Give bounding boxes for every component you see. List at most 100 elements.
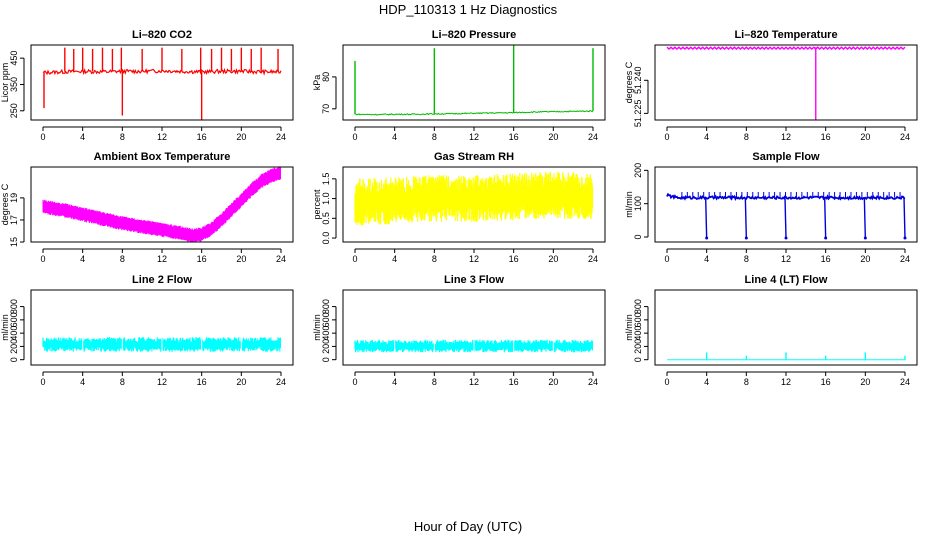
panel-title: Li–820 Pressure <box>432 29 516 41</box>
y-tick-label: 250 <box>9 103 19 118</box>
series-band <box>42 167 281 242</box>
x-tick-label: 16 <box>821 132 831 142</box>
panel-title: Line 2 Flow <box>132 274 192 286</box>
y-tick-label: 17 <box>9 215 19 225</box>
dropout-mark <box>823 197 827 239</box>
y-tick-label: 0.5 <box>321 212 331 225</box>
panel-title: Li–820 CO2 <box>132 29 192 41</box>
y-tick-label: 600 <box>9 312 19 327</box>
x-tick-label: 8 <box>120 377 125 387</box>
panel-data <box>354 45 594 116</box>
panel-5: Gas Stream RH 0 4 8 12 16 20 24 0.0 0.5 1.0 1.5 perc… <box>312 151 606 264</box>
y-tick-label: 800 <box>633 299 643 314</box>
panel-title: Line 3 Flow <box>444 274 504 286</box>
panel-data <box>354 337 593 355</box>
x-tick-label: 16 <box>821 377 831 387</box>
y-tick-label: 1.0 <box>321 192 331 205</box>
plot-frame <box>654 166 918 243</box>
y-axis-label: ml/min <box>312 314 322 341</box>
x-tick-label: 4 <box>704 377 709 387</box>
panel-data <box>666 46 906 120</box>
panel-data <box>42 167 281 242</box>
x-tick-label: 20 <box>860 254 870 264</box>
x-tick-label: 4 <box>80 377 85 387</box>
series-line <box>666 46 906 51</box>
x-tick-label: 20 <box>548 132 558 142</box>
plot-frame <box>342 289 606 366</box>
y-tick-label: 51.225 <box>633 100 643 128</box>
panel-4: Ambient Box Temperature 0 4 8 12 16 20 24 15 17 19… <box>0 151 294 264</box>
x-tick-label: 24 <box>276 132 286 142</box>
y-tick-label: 70 <box>321 104 331 114</box>
y-axis-label: Licor ppm <box>0 63 10 103</box>
dropout-point <box>744 236 748 240</box>
x-tick-label: 4 <box>392 377 397 387</box>
y-tick-label: 100 <box>633 196 643 211</box>
x-tick-label: 16 <box>509 132 519 142</box>
plot-frame <box>342 166 606 243</box>
dropout-point <box>863 236 867 240</box>
x-axis-label: Hour of Day (UTC) <box>413 519 523 534</box>
x-tick-label: 4 <box>704 132 709 142</box>
x-tick-label: 0 <box>40 377 45 387</box>
y-tick-label: 0 <box>633 357 643 362</box>
x-tick-label: 4 <box>392 254 397 264</box>
dropout-point <box>705 236 709 240</box>
x-tick-label: 8 <box>744 132 749 142</box>
x-tick-label: 0 <box>40 254 45 264</box>
x-tick-label: 0 <box>664 132 669 142</box>
x-tick-label: 16 <box>509 254 519 264</box>
x-tick-label: 0 <box>664 377 669 387</box>
x-tick-label: 12 <box>157 132 167 142</box>
x-tick-label: 8 <box>432 254 437 264</box>
y-tick-label: 800 <box>321 299 331 314</box>
x-tick-label: 0 <box>352 254 357 264</box>
x-tick-label: 0 <box>352 377 357 387</box>
panel-title: Line 4 (LT) Flow <box>745 274 828 286</box>
x-tick-label: 8 <box>120 254 125 264</box>
y-tick-label: 600 <box>321 312 331 327</box>
series-line <box>355 110 593 116</box>
y-tick-label: 19 <box>9 193 19 203</box>
plot-frame <box>342 44 606 121</box>
x-tick-label: 8 <box>120 132 125 142</box>
y-axis-label: degrees C <box>0 183 10 225</box>
y-tick-label: 600 <box>633 312 643 327</box>
dropout-mark <box>704 197 708 239</box>
x-tick-label: 12 <box>469 377 479 387</box>
x-tick-label: 24 <box>900 132 910 142</box>
x-tick-label: 20 <box>236 132 246 142</box>
y-tick-label: 51.240 <box>633 67 643 95</box>
panel-title: Ambient Box Temperature <box>94 151 231 163</box>
panel-data <box>354 171 594 226</box>
y-tick-label: 350 <box>9 77 19 92</box>
y-tick-label: 200 <box>9 339 19 354</box>
x-tick-label: 8 <box>744 377 749 387</box>
panel-6: Sample Flow 0 4 8 12 16 20 24 0 100 200 ml/min <box>624 151 918 264</box>
x-tick-label: 4 <box>392 132 397 142</box>
figure-title: HDP_110313 1 Hz Diagnostics <box>378 2 558 17</box>
panel-7: Line 2 Flow 0 4 8 12 16 20 24 0 200400600800ml/mi… <box>0 274 294 387</box>
x-tick-label: 8 <box>432 132 437 142</box>
x-tick-label: 12 <box>469 132 479 142</box>
x-tick-label: 20 <box>236 377 246 387</box>
y-tick-label: 800 <box>9 299 19 314</box>
dropout-mark <box>744 197 748 239</box>
x-tick-label: 24 <box>588 254 598 264</box>
plot-frame <box>654 289 918 366</box>
x-tick-label: 12 <box>469 254 479 264</box>
y-tick-label: 15 <box>9 237 19 247</box>
x-tick-label: 12 <box>157 377 167 387</box>
x-tick-label: 24 <box>276 377 286 387</box>
x-tick-label: 20 <box>860 132 870 142</box>
y-tick-label: 200 <box>321 339 331 354</box>
x-tick-label: 12 <box>781 254 791 264</box>
y-tick-label: 200 <box>633 339 643 354</box>
y-axis-label: ml/min <box>0 314 10 341</box>
x-tick-label: 16 <box>197 132 207 142</box>
x-tick-label: 0 <box>40 132 45 142</box>
plot-frame <box>654 44 918 121</box>
x-tick-label: 16 <box>821 254 831 264</box>
